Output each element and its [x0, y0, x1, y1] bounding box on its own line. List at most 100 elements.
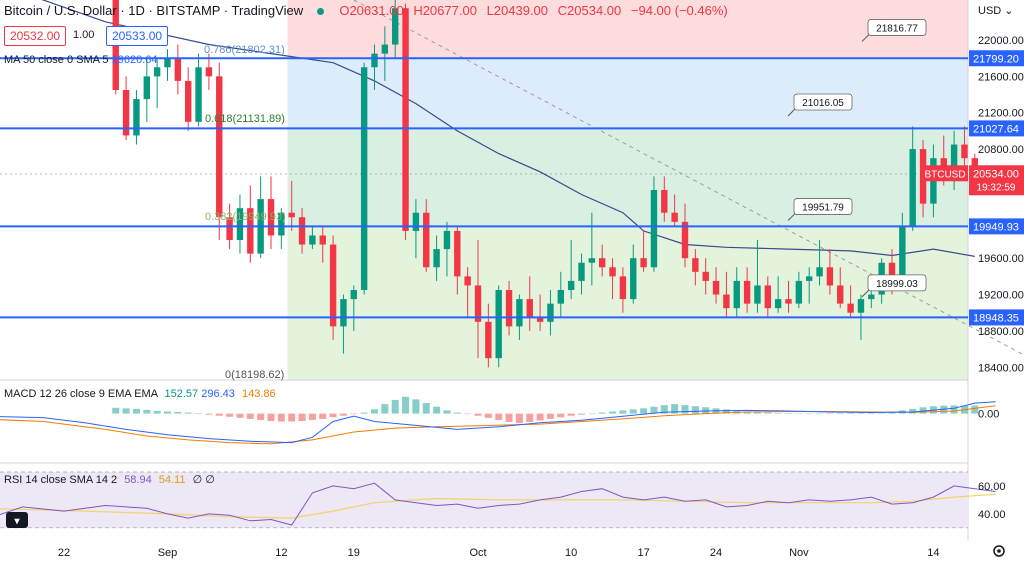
grid [0, 0, 969, 540]
macd-histogram-bar [215, 413, 223, 416]
candle [588, 212, 596, 286]
level-price-tag: 21799.20 [969, 50, 1024, 67]
rsi-legend[interactable]: RSI 14 close SMA 14 2 58.94 54.11 ∅ ∅ [4, 473, 215, 486]
candle-body [371, 53, 378, 68]
macd-legend[interactable]: MACD 12 26 close 9 EMA EMA 152.57 296.43… [4, 388, 276, 400]
candle-body [516, 299, 523, 327]
candle-body [681, 221, 689, 259]
macd-line-value: 296.43 [201, 388, 235, 400]
candle [526, 276, 533, 331]
macd-histogram-bar [464, 413, 472, 415]
candle [785, 280, 792, 313]
macd-histogram-bar [153, 410, 161, 414]
candle [702, 258, 709, 295]
candle-body [267, 199, 275, 236]
macd-histogram-bar [971, 405, 979, 414]
candle [536, 294, 544, 331]
macd-histogram-bar [412, 399, 420, 414]
macd-histogram-bar [919, 407, 927, 414]
candle [806, 267, 813, 304]
macd-histogram-bar [857, 413, 865, 414]
fib-label-0382: 0.382(19949.93) [205, 211, 286, 223]
rsi-tick-label: 60.00 [978, 481, 1006, 493]
candle-body [961, 144, 968, 159]
candle [795, 271, 803, 309]
ma-legend[interactable]: MA 50 close 0 SMA 5 19620.64 [4, 54, 158, 66]
macd-histogram-bar [847, 412, 855, 414]
time-tick-label: 14 [927, 547, 939, 559]
rsi-line [0, 482, 996, 526]
candle [837, 267, 844, 309]
macd-histogram-bar [422, 403, 430, 414]
macd-histogram-bar [671, 404, 679, 414]
quantity-field[interactable]: 1.00 [68, 26, 100, 44]
candle [681, 203, 689, 268]
macd-histogram-bar [443, 410, 451, 414]
candle [392, 0, 399, 59]
candle-body [567, 280, 575, 290]
candle-body [236, 208, 244, 240]
level-callout: 19951.79 [787, 198, 853, 221]
candle [640, 230, 647, 272]
fib-label-0618: 0.618(21131.89) [205, 113, 285, 125]
level-callout: 21016.05 [787, 93, 853, 117]
fib-label-0786: 0.786(21802.31) [204, 44, 285, 56]
level-price-tag: 18948.35 [969, 309, 1024, 326]
macd-histogram-bar [112, 407, 120, 414]
candle-body [392, 8, 399, 45]
candle-body [505, 290, 513, 327]
candle-body [547, 303, 554, 322]
macd-histogram-bar [484, 413, 492, 418]
gear-hub [997, 549, 1001, 553]
macd-histogram-bar [826, 413, 834, 414]
candle-body [433, 249, 440, 268]
macd-histogram-bar [722, 409, 730, 414]
macd-histogram-bar [174, 412, 182, 414]
currency-selector[interactable]: USD ⌄ [978, 4, 1014, 17]
candle [619, 267, 627, 313]
level-price-label: 18948.35 [973, 312, 1019, 324]
candle-body [857, 299, 865, 313]
candle [764, 276, 771, 318]
chevron-down-icon: ⌄ [1004, 5, 1014, 17]
macd-histogram-bar [629, 409, 637, 414]
time-tick-label: 10 [565, 547, 577, 559]
macd-signal-value: 143.86 [241, 388, 276, 400]
candle-body [185, 80, 192, 122]
candle [650, 176, 658, 272]
candle-body [795, 280, 803, 304]
candle-body [764, 285, 771, 309]
macd-histogram-bar [329, 413, 337, 418]
macd-histogram-bar [391, 399, 399, 414]
logo-glyph: ▾ [13, 516, 20, 527]
sell-button[interactable]: 20532.00 [4, 26, 67, 46]
candle [826, 249, 834, 295]
macd-histogram-bar [402, 396, 410, 414]
price-tick-label: 21600.00 [978, 71, 1024, 83]
time-tick-label: 19 [348, 547, 360, 559]
time-tick-label: 12 [275, 547, 287, 559]
macd-histogram-bar [702, 407, 710, 414]
macd-histogram-bar [319, 413, 327, 419]
candle-body [888, 262, 896, 281]
candle [743, 267, 751, 313]
macd-histogram-bar [505, 413, 513, 423]
candle [402, 3, 409, 240]
candle [609, 258, 616, 300]
macd-histogram-bar [360, 412, 368, 414]
macd-histogram-bar [122, 408, 130, 414]
price-tick-label: 18800.00 [978, 326, 1024, 338]
buy-button[interactable]: 20533.00 [106, 26, 169, 46]
currency-label: USD [978, 5, 1002, 17]
last-price-bg [969, 165, 1024, 196]
candle-body [650, 190, 658, 268]
candle-body [226, 217, 233, 240]
logo-bg [6, 512, 28, 528]
candle-body [381, 44, 389, 54]
gear-icon[interactable] [993, 545, 1005, 557]
zone-green [287, 128, 968, 227]
price-tick-label: 19600.00 [978, 253, 1024, 265]
rsi-tick-label: 40.00 [978, 509, 1006, 521]
candle-body [630, 258, 637, 300]
